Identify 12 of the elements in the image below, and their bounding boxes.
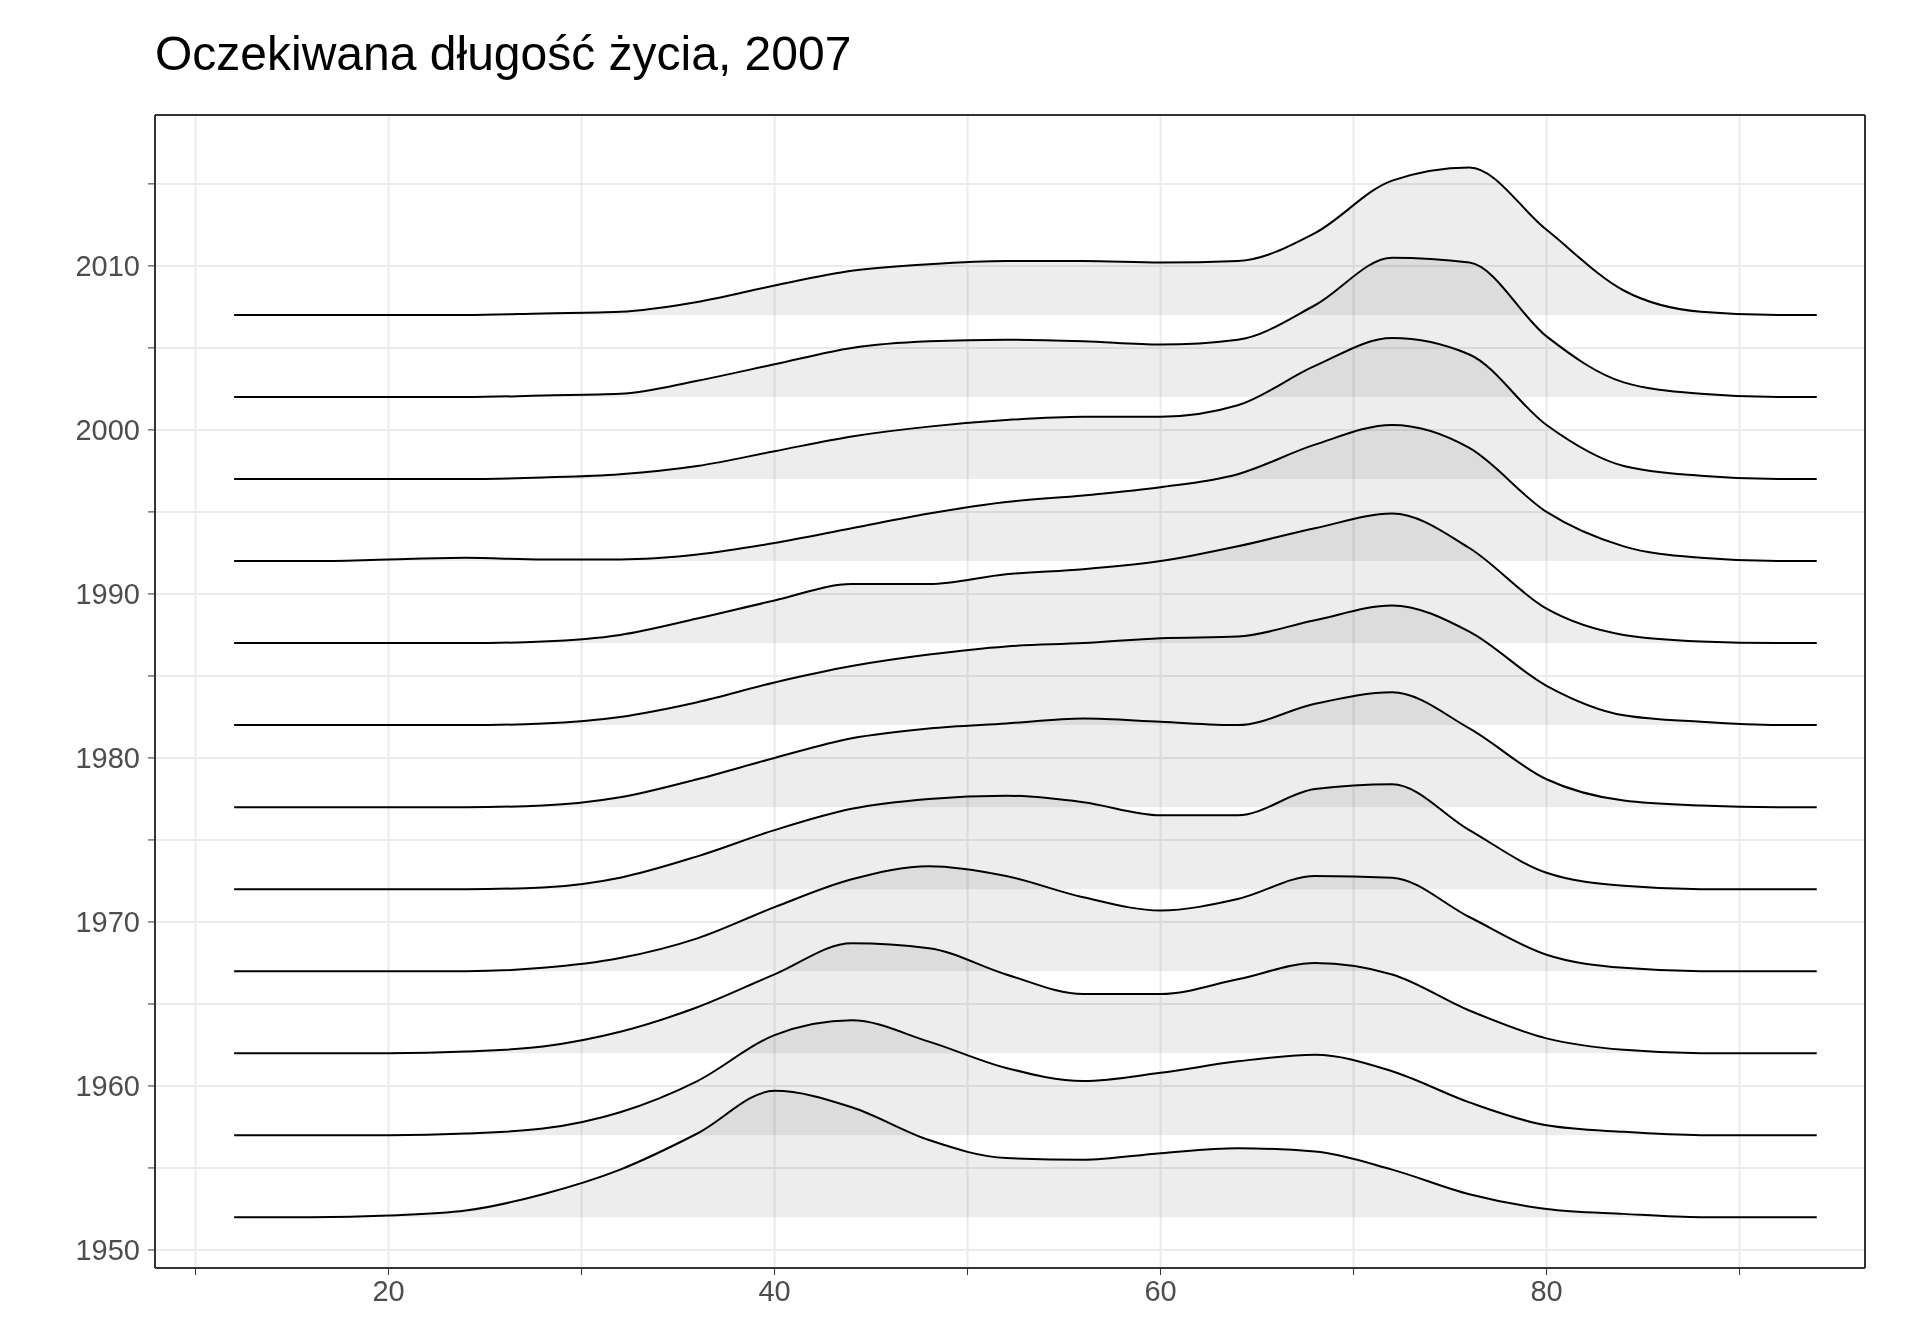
y-tick-label: 1950 [75,1233,140,1266]
y-tick-label: 2010 [75,249,140,282]
y-tick-label: 1990 [75,577,140,610]
y-tick-label: 2000 [75,413,140,446]
y-tick-label: 1980 [75,741,140,774]
chart-title: Oczekiwana długość życia, 2007 [155,26,852,81]
x-tick-label: 40 [758,1275,791,1307]
x-tick-label: 60 [1144,1275,1177,1307]
y-tick-label: 1960 [75,1069,140,1102]
x-tick-label: 20 [372,1275,405,1307]
x-tick-label: 80 [1530,1275,1563,1307]
y-tick-label: 1970 [75,905,140,938]
